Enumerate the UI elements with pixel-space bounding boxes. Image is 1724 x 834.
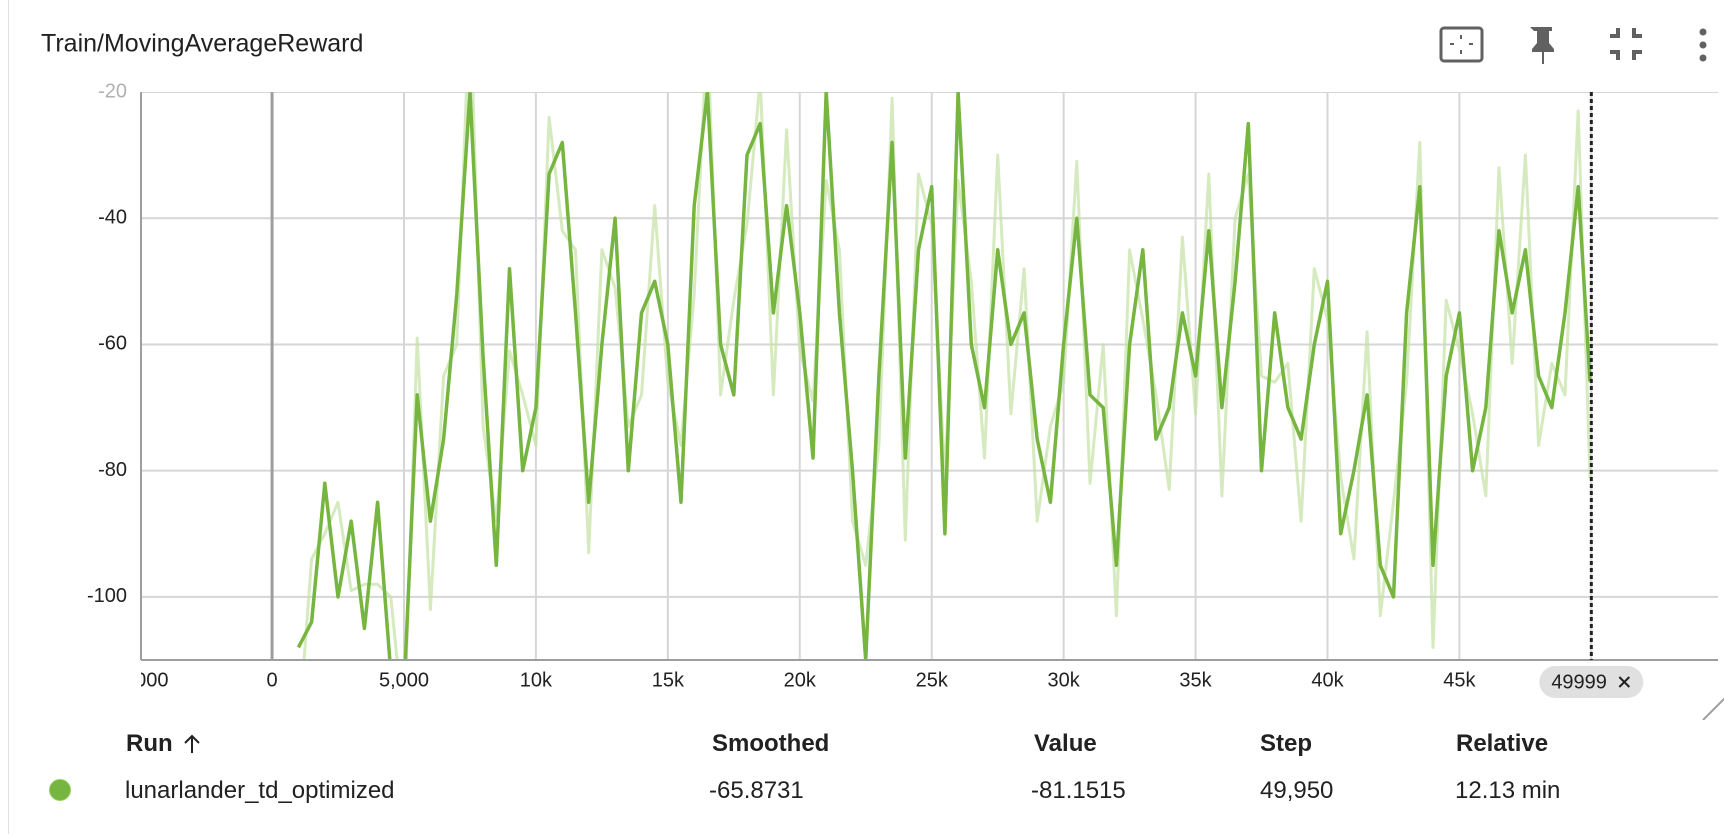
x-tick-label: 25k <box>916 669 949 691</box>
y-tick-label: -80 <box>98 459 127 481</box>
x-tick-label: -5,000 <box>112 669 169 691</box>
plot-background <box>141 92 1718 660</box>
chart-title: Train/MovingAverageReward <box>41 30 363 58</box>
collapse-icon[interactable] <box>1610 28 1642 60</box>
raw-value: -81.1515 <box>1031 777 1126 804</box>
column-header[interactable]: Smoothed <box>712 730 830 757</box>
run-name: lunarlander_td_optimized <box>125 777 395 804</box>
x-tick-label: 10k <box>520 669 553 691</box>
column-header[interactable]: Step <box>1260 730 1313 757</box>
column-header[interactable]: Relative <box>1456 730 1549 757</box>
cursor-label: 49999 <box>1551 671 1607 693</box>
y-tick-label: -100 <box>87 585 127 607</box>
card <box>8 0 1724 834</box>
smoothed-line <box>296 92 1592 660</box>
y-tick-label: -40 <box>98 207 127 229</box>
resize-handle[interactable] <box>1702 696 1724 720</box>
x-tick-label: 15k <box>652 669 685 691</box>
x-tick-label: 35k <box>1179 669 1212 691</box>
cursor-close[interactable] <box>1618 676 1631 688</box>
menu-icon[interactable] <box>1699 28 1707 62</box>
fit-icon[interactable] <box>1439 26 1484 63</box>
chart: Train/MovingAverageReward -5,000 0 5,000 10… <box>41 26 1724 720</box>
y-tick-label: -60 <box>98 333 127 355</box>
x-tick-label: 0 <box>266 669 277 691</box>
x-tick-label: 5,000 <box>379 669 429 691</box>
x-tick-label: 45k <box>1443 669 1476 691</box>
smoothed-value: -65.8731 <box>709 777 804 804</box>
relative-time: 12.13 min <box>1455 777 1561 804</box>
run-color-dot <box>49 779 71 801</box>
y-tick-label: -20 <box>98 80 127 102</box>
cursor-chip <box>1539 666 1644 698</box>
step-value: 49,950 <box>1260 777 1334 804</box>
x-tick-label: 30k <box>1048 669 1081 691</box>
column-header[interactable]: Run <box>126 730 173 757</box>
x-tick-label: 20k <box>784 669 817 691</box>
column-header[interactable]: Value <box>1034 730 1097 757</box>
sort-arrow[interactable] <box>182 733 202 755</box>
plot-area <box>141 92 1718 660</box>
pin-icon[interactable] <box>1530 27 1554 64</box>
x-tick-label: 40k <box>1311 669 1344 691</box>
